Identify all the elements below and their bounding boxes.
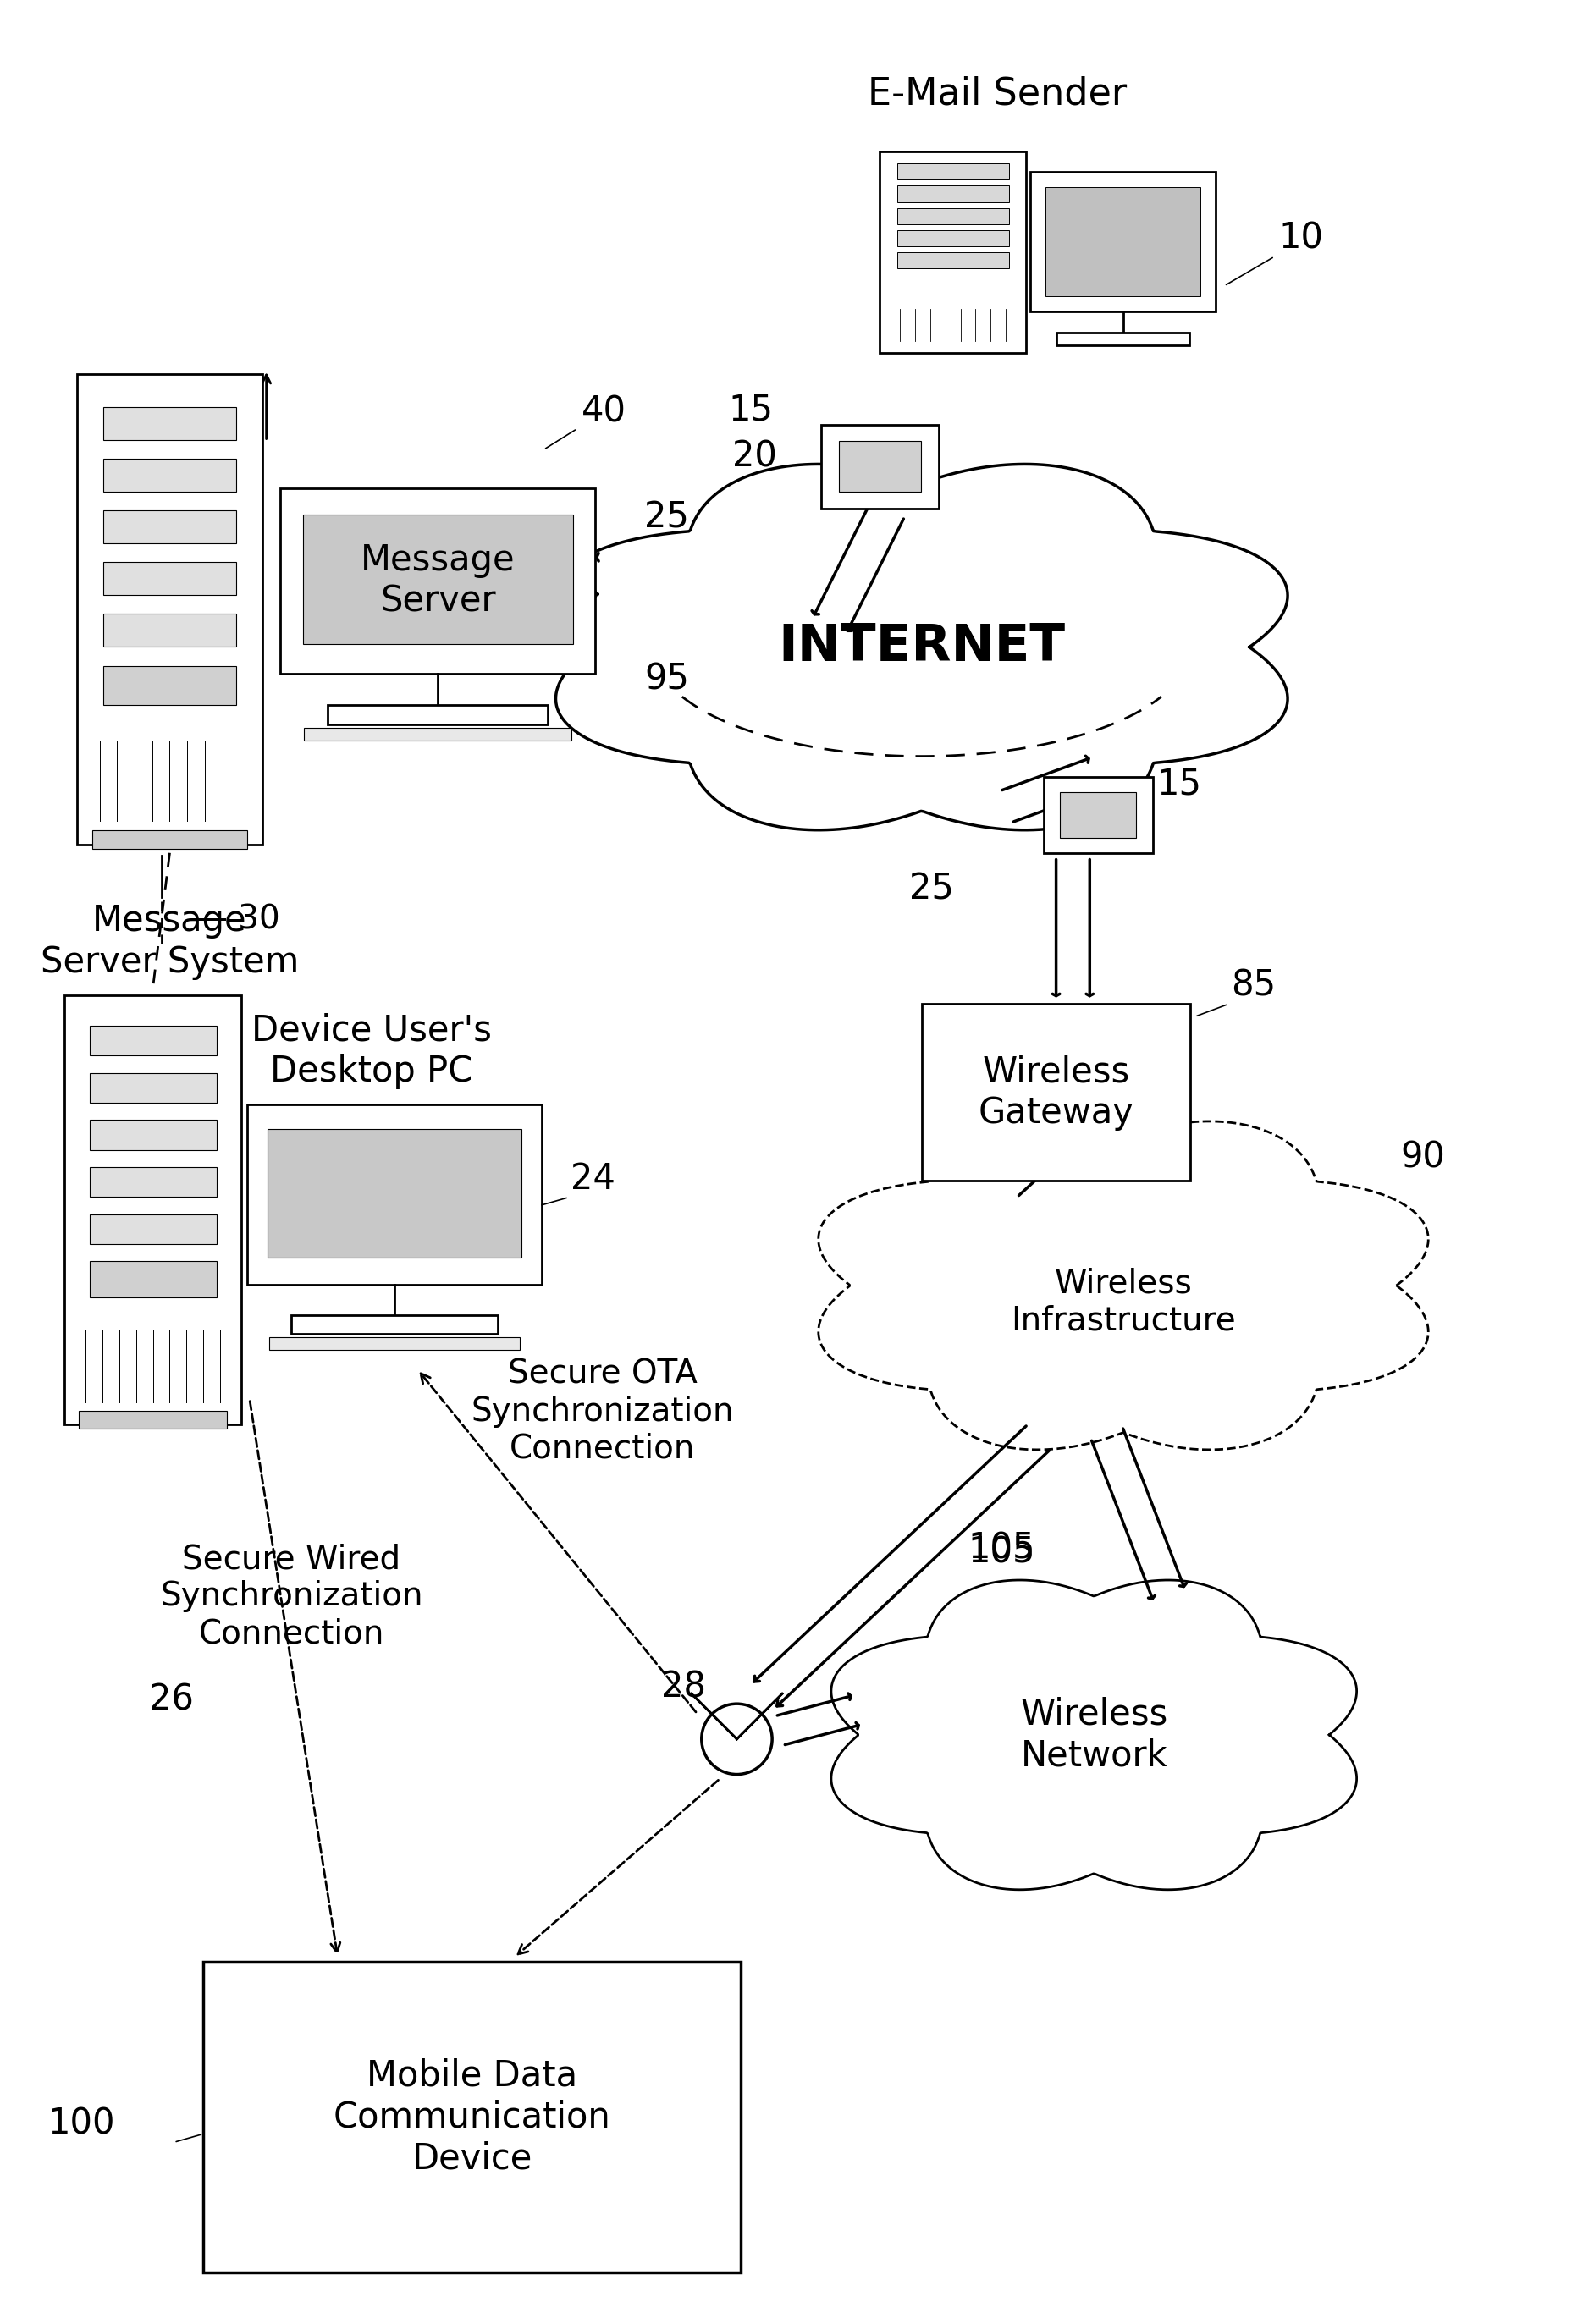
Bar (327, 704, 547, 725)
Bar (303, 727, 572, 741)
Bar (90, 1074, 217, 1104)
Bar (247, 1104, 542, 1285)
Text: 95: 95 (645, 660, 689, 697)
Bar (104, 614, 236, 646)
Bar (104, 407, 236, 439)
Bar (79, 1411, 226, 1429)
Polygon shape (556, 465, 1287, 830)
Bar (1045, 188, 1201, 295)
Text: 85: 85 (1231, 967, 1276, 1004)
Text: E-Mail Sender: E-Mail Sender (868, 77, 1127, 112)
Text: Message
Server: Message Server (360, 541, 516, 618)
Bar (821, 425, 938, 509)
Bar (90, 1167, 217, 1197)
Bar (303, 516, 572, 644)
Text: 26: 26 (149, 1683, 193, 1717)
Polygon shape (832, 1580, 1357, 1889)
Bar (64, 995, 241, 1425)
Text: 25: 25 (645, 500, 689, 535)
Text: Secure OTA
Synchronization
Connection: Secure OTA Synchronization Connection (472, 1357, 734, 1464)
Bar (267, 1129, 522, 1257)
Bar (90, 1262, 217, 1297)
Text: 100: 100 (47, 2106, 115, 2140)
Text: INTERNET: INTERNET (778, 623, 1066, 672)
Bar (203, 1961, 740, 2273)
Bar (90, 1025, 217, 1055)
Text: Message
Server System: Message Server System (41, 904, 299, 981)
Text: Secure Wired
Synchronization
Connection: Secure Wired Synchronization Connection (160, 1543, 423, 1650)
Bar (1030, 172, 1215, 311)
Bar (90, 1120, 217, 1150)
Bar (898, 253, 1009, 267)
Bar (104, 511, 236, 544)
Text: 15: 15 (728, 393, 773, 428)
Bar (104, 562, 236, 595)
Bar (1056, 332, 1190, 344)
Bar (269, 1336, 520, 1350)
Text: 90: 90 (1401, 1141, 1445, 1176)
Text: 20: 20 (733, 439, 778, 474)
Bar (921, 1004, 1190, 1181)
Text: Wireless
Network: Wireless Network (1020, 1697, 1168, 1773)
Bar (77, 374, 263, 844)
Bar (898, 207, 1009, 223)
Text: 25: 25 (909, 872, 954, 906)
Bar (104, 458, 236, 493)
Text: 105: 105 (968, 1534, 1036, 1571)
Text: Wireless
Infrastructure: Wireless Infrastructure (1011, 1267, 1236, 1336)
Bar (280, 488, 596, 674)
Text: Mobile Data
Communication
Device: Mobile Data Communication Device (333, 2059, 612, 2175)
Bar (90, 1213, 217, 1243)
Text: 40: 40 (582, 395, 626, 430)
Text: 24: 24 (571, 1162, 615, 1197)
Bar (1060, 792, 1137, 837)
Bar (898, 186, 1009, 202)
Bar (93, 830, 247, 848)
Text: — 30: — 30 (195, 904, 280, 934)
Text: 105: 105 (968, 1532, 1036, 1566)
Text: 10: 10 (1278, 221, 1324, 256)
Bar (1044, 776, 1152, 853)
Bar (898, 163, 1009, 179)
Bar (104, 665, 236, 704)
Bar (879, 151, 1027, 353)
Text: 28: 28 (662, 1669, 706, 1706)
Text: Device User's
Desktop PC: Device User's Desktop PC (252, 1013, 492, 1090)
Text: Wireless
Gateway: Wireless Gateway (978, 1055, 1133, 1129)
Text: 15: 15 (1157, 767, 1203, 802)
Bar (291, 1315, 498, 1334)
Polygon shape (819, 1120, 1429, 1450)
Bar (838, 442, 921, 493)
Bar (898, 230, 1009, 246)
